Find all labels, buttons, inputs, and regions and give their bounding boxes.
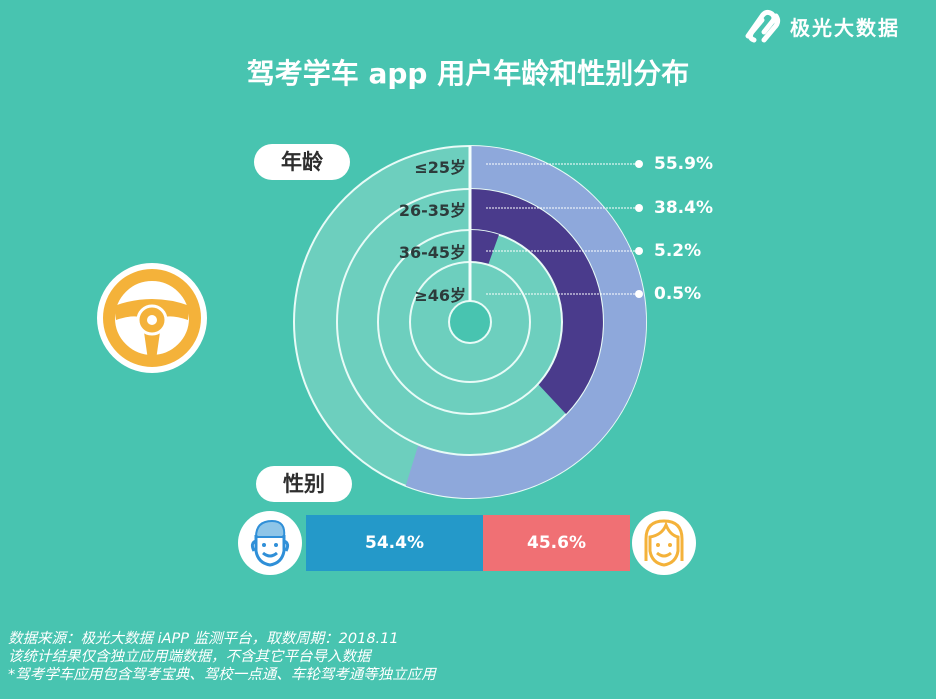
female-face-icon: [644, 519, 684, 567]
footer-notes: 数据来源：极光大数据 iAPP 监测平台，取数周期：2018.11 该统计结果仅…: [8, 630, 436, 684]
age-section-label: 年龄: [254, 144, 350, 180]
gender-bar-male: 54.4%: [306, 515, 483, 571]
arc-age-36-45: [470, 229, 499, 268]
footer-scope: 该统计结果仅含独立应用端数据，不含其它平台导入数据: [8, 649, 371, 665]
male-avatar: [238, 511, 302, 575]
brand-logo: 极光大数据: [742, 8, 900, 44]
age-label-25: ≤25岁: [414, 158, 466, 177]
footer-source: 数据来源：极光大数据 iAPP 监测平台，取数周期：2018.11: [8, 631, 399, 647]
age-label-36-45: 36-45岁: [398, 243, 466, 262]
age-value-36-45: 5.2%: [654, 241, 702, 261]
age-value-26-35: 38.4%: [654, 198, 713, 218]
male-face-icon: [250, 519, 290, 567]
brand-name: 极光大数据: [790, 15, 900, 40]
gender-bar-female: 45.6%: [483, 515, 630, 571]
age-label-46: ≥46岁: [414, 286, 466, 305]
steering-wheel-icon: [97, 263, 207, 373]
page-title: 驾考学车 app 用户年龄和性别分布: [246, 57, 690, 90]
jiguang-logo-icon: [745, 9, 781, 43]
arc-age-25: [405, 145, 647, 498]
age-label-26-35: 26-35岁: [398, 201, 466, 220]
age-value-46: 0.5%: [654, 284, 702, 304]
female-percent: 45.6%: [527, 533, 586, 553]
age-value-25: 55.9%: [654, 154, 713, 174]
female-avatar: [632, 511, 696, 575]
gender-section-label: 性别: [256, 466, 352, 502]
footer-apps-note: *驾考学车应用包含驾考宝典、驾校一点通、车轮驾考通等独立应用: [8, 667, 436, 683]
arc-age-26-35: [470, 189, 603, 414]
male-percent: 54.4%: [365, 533, 424, 553]
